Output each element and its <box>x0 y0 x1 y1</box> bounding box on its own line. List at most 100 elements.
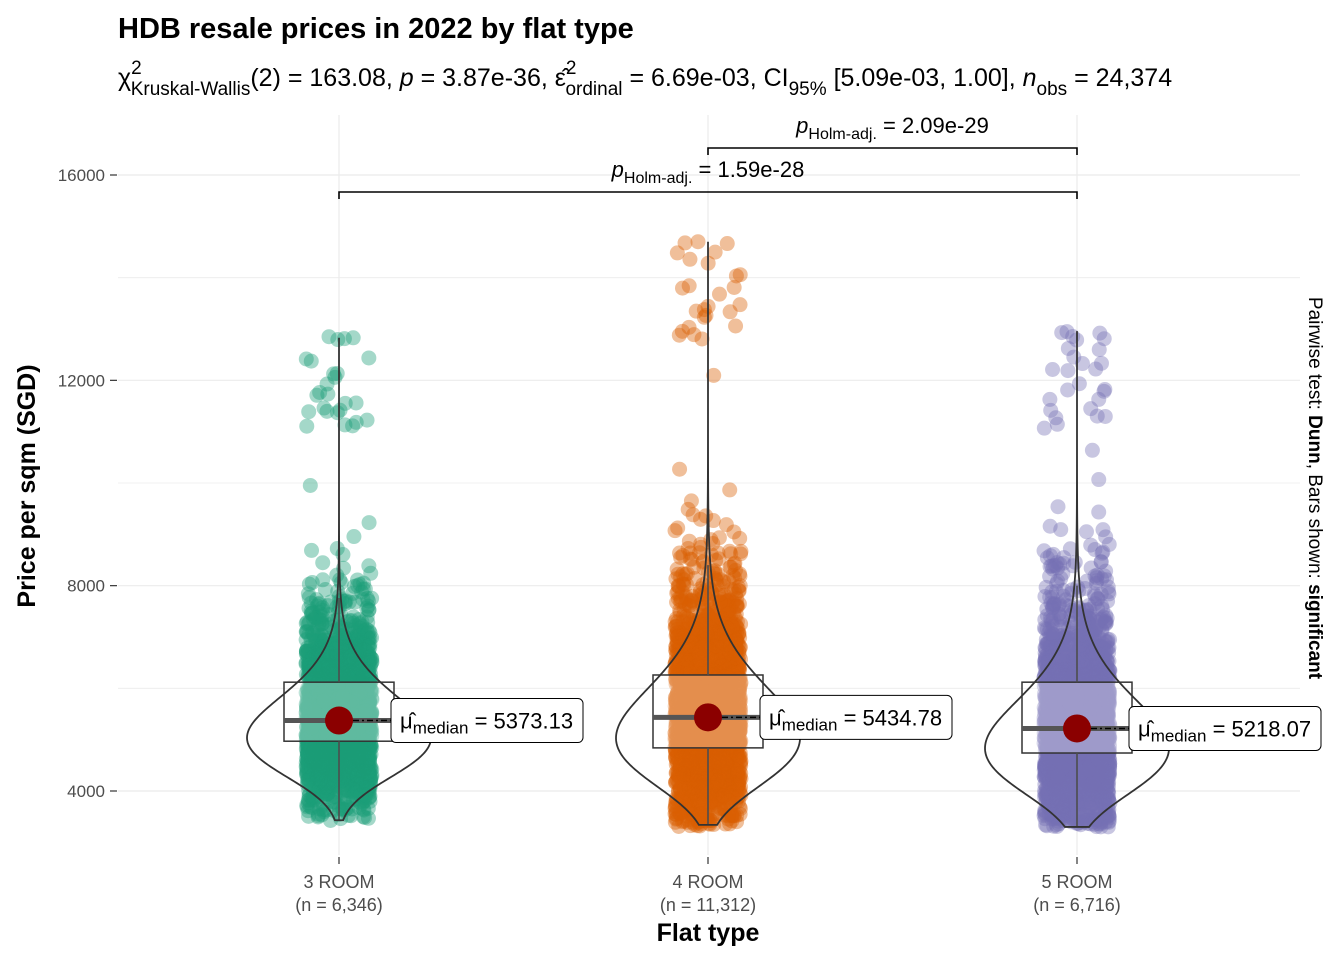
data-point <box>307 609 323 625</box>
data-point <box>319 741 335 757</box>
data-point <box>354 618 370 634</box>
data-point <box>352 753 368 769</box>
data-point <box>356 721 372 737</box>
data-point <box>319 759 335 775</box>
group-3-room: μ̂median = 5373.13 <box>246 329 584 829</box>
data-point <box>361 515 377 531</box>
data-point <box>332 656 348 672</box>
data-point <box>343 659 359 675</box>
data-point <box>304 665 320 681</box>
subtitle-part: = 24,374 <box>1067 64 1172 92</box>
data-point <box>315 780 331 796</box>
data-point <box>351 776 367 792</box>
data-point <box>336 768 352 784</box>
data-point <box>342 653 358 669</box>
data-point <box>359 696 375 712</box>
data-point <box>342 658 358 674</box>
data-point <box>357 726 373 742</box>
data-point <box>327 369 343 385</box>
data-point <box>318 679 334 695</box>
data-point <box>321 656 337 672</box>
data-point <box>345 739 361 755</box>
data-point <box>329 567 345 583</box>
data-point <box>317 658 333 674</box>
data-point <box>351 772 367 788</box>
data-point <box>314 617 330 633</box>
data-point <box>349 767 365 783</box>
data-point <box>354 723 370 739</box>
data-point <box>362 653 378 669</box>
data-point <box>310 762 326 778</box>
data-point <box>346 680 362 696</box>
data-point <box>336 691 352 707</box>
data-point <box>302 477 318 493</box>
data-point <box>358 750 374 766</box>
data-point <box>332 402 348 418</box>
data-point <box>357 745 373 761</box>
data-point <box>309 667 325 683</box>
data-point <box>348 723 364 739</box>
subtitle-part: [5.09e-03, 1.00], <box>827 64 1023 92</box>
data-point <box>359 757 375 773</box>
data-point <box>335 686 351 702</box>
data-point <box>336 685 352 701</box>
data-point <box>300 726 316 742</box>
data-point <box>305 699 321 715</box>
data-point <box>321 738 337 754</box>
data-point <box>353 748 369 764</box>
data-point <box>342 686 358 702</box>
data-point <box>298 704 314 720</box>
y-tick-label: 12000 <box>58 371 105 390</box>
data-point <box>307 773 323 789</box>
data-point <box>318 682 334 698</box>
data-point <box>298 351 314 367</box>
data-point <box>362 694 378 710</box>
data-point <box>362 770 378 786</box>
data-point <box>313 780 329 796</box>
data-point <box>361 694 377 710</box>
data-point <box>672 461 688 477</box>
y-tick-label: 4000 <box>67 782 105 801</box>
data-point <box>340 800 356 816</box>
subtitle-part: n <box>1023 64 1037 92</box>
data-point <box>364 705 380 721</box>
data-point <box>309 633 325 649</box>
data-point <box>351 700 367 716</box>
data-point <box>355 746 371 762</box>
data-point <box>732 530 748 546</box>
data-point <box>299 418 315 434</box>
data-point <box>341 677 357 693</box>
data-point <box>332 694 348 710</box>
data-point <box>336 745 352 761</box>
data-point <box>359 741 375 757</box>
data-point <box>321 687 337 703</box>
data-point <box>316 400 332 416</box>
data-point <box>359 779 375 795</box>
data-point <box>345 330 361 346</box>
data-point <box>344 746 360 762</box>
data-point <box>305 720 321 736</box>
data-point <box>348 676 364 692</box>
data-point <box>357 681 373 697</box>
data-point <box>348 700 364 716</box>
data-point <box>348 395 364 411</box>
median-point <box>325 706 353 735</box>
data-point <box>317 743 333 759</box>
data-point <box>331 680 347 696</box>
data-point <box>309 749 325 765</box>
data-point <box>322 648 338 664</box>
subtitle-part: χ <box>118 64 131 92</box>
data-point <box>362 625 378 641</box>
data-point <box>311 596 327 612</box>
data-point <box>356 702 372 718</box>
y-tick-label: 8000 <box>67 577 105 596</box>
data-point <box>342 751 358 767</box>
data-point <box>316 679 332 695</box>
data-point <box>308 699 324 715</box>
data-point <box>341 696 357 712</box>
data-point <box>300 726 316 742</box>
data-point <box>301 576 317 592</box>
data-point <box>326 732 342 748</box>
